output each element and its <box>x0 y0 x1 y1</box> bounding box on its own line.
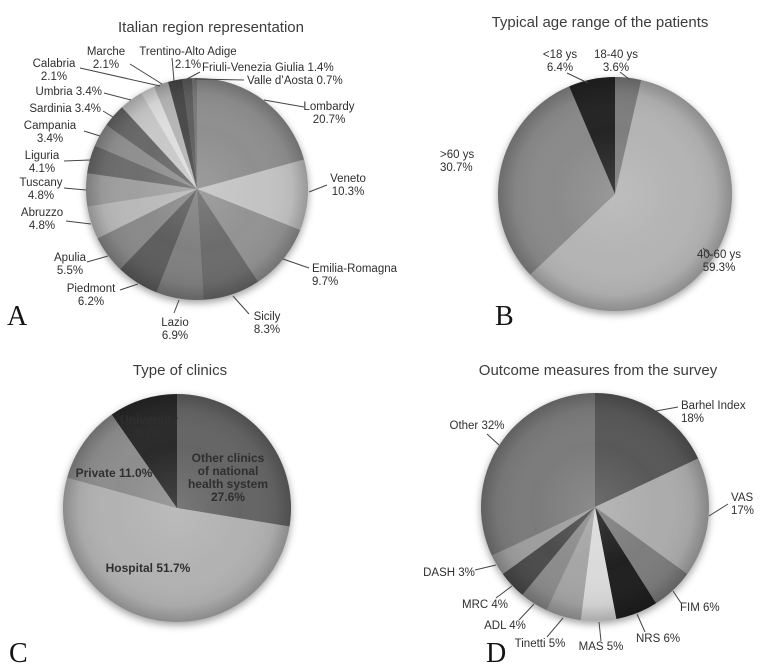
leader-line-piedmont <box>119 283 139 291</box>
leader-line-barhel-index <box>655 406 679 412</box>
leader-line-abruzzo <box>65 220 92 225</box>
pie-chart-type-of-clinics: Type of clinics Other clinics of national… <box>9 362 291 669</box>
leader-line-sicily <box>232 295 250 315</box>
slice-label-other: Other 32% <box>450 420 505 432</box>
leader-line-tinetti <box>546 617 564 638</box>
slice-label-liguria: Liguria 4.1% <box>25 150 60 175</box>
slice-label-lombardy: Lombardy 20.7% <box>303 101 354 126</box>
leader-line-lombardy <box>263 99 305 108</box>
leader-line-marche <box>129 63 163 85</box>
slice-label-emilia-romagna: Emilia-Romagna 9.7% <box>312 263 398 288</box>
leader-line-fim <box>672 590 682 604</box>
slice-label-apulia: Apulia 5.5% <box>54 252 87 277</box>
slice-label-umbria: Umbria 3.4% <box>36 86 102 98</box>
panel-b: Typical age range of the patients 18-40 … <box>383 0 767 335</box>
slice-label-40-60-ys: 40-60 ys 59.3% <box>697 249 741 274</box>
chart-title: Italian region representation <box>118 19 304 36</box>
pie-labels-group: 18-40 ys 3.6% 40-60 ys 59.3% >60 ys 30.7% <18 … <box>440 49 741 274</box>
slice-label-marche: Marche 2.1% <box>87 46 125 71</box>
slice-label-piedmont: Piedmont 6.2% <box>67 283 116 308</box>
slice-label-mas: MAS 5% <box>579 641 624 653</box>
pie-slices-group <box>480 393 710 621</box>
panel-c: Type of clinics Other clinics of national… <box>0 335 383 671</box>
pie-labels-group: Barhel Index 18% VAS 17% FIM 6% NRS 6% MAS 5% T… <box>423 400 754 653</box>
pie-labels-group: Other clinics of national health system 27.… <box>76 413 268 575</box>
leader-line-lazio <box>173 299 180 314</box>
pie-slices-group <box>62 394 291 623</box>
panel-a: Italian region representation Lombardy 20… <box>0 0 398 342</box>
slice-label-calabria: Calabria 2.1% <box>33 58 76 83</box>
leader-line-friuli-venezia-giulia <box>186 71 201 80</box>
leader-line-apulia <box>86 255 109 263</box>
slice-label-campania: Campania 3.4% <box>24 120 77 145</box>
slice-label-mrc: MRC 4% <box>462 599 508 611</box>
pie-sheen-overlay <box>86 78 308 300</box>
slice-label-barhel-index: Barhel Index 18% <box>681 400 746 425</box>
leader-line-adl <box>518 603 535 621</box>
slice-label-18-40-ys: 18-40 ys 3.6% <box>594 49 638 74</box>
chart-title: Typical age range of the patients <box>492 14 709 31</box>
slice-label-dash: DASH 3% <box>423 567 475 579</box>
leader-line-mas <box>598 621 602 642</box>
panel-letter: C <box>9 638 28 669</box>
leader-line-liguria <box>63 159 91 162</box>
slice-label-fim: FIM 6% <box>680 602 720 614</box>
slice-label-sardinia: Sardinia 3.4% <box>29 103 101 115</box>
leader-line-dash <box>474 564 497 571</box>
panel-letter: B <box>495 301 514 332</box>
leader-line-other <box>486 433 500 446</box>
pie-sheen-overlay <box>481 393 709 621</box>
leader-line-40-60-ys <box>702 247 712 257</box>
panel-letter: A <box>7 301 28 332</box>
slice-label-valle-d-aosta: Valle d’Aosta 0.7% <box>247 75 343 87</box>
slice-label-private: Private 11.0% <box>76 466 153 480</box>
leader-line-18-ys <box>566 72 589 84</box>
leader-line-campania <box>83 130 101 137</box>
slice-label-university: University 9.7% <box>120 413 178 440</box>
slice-label-adl: ADL 4% <box>484 620 526 632</box>
slice-label-lazio: Lazio 6.9% <box>161 317 189 342</box>
slice-label-abruzzo: Abruzzo 4.8% <box>21 207 63 232</box>
panel-letter: D <box>486 638 506 669</box>
leader-line-sardinia <box>102 110 114 118</box>
pie-sheen-overlay <box>498 77 732 311</box>
leader-line-trentino-alto-adige <box>171 57 175 82</box>
slice-label-hospital: Hospital 51.7% <box>106 561 191 575</box>
leader-line-mrc <box>495 585 513 599</box>
leader-line-nrs <box>636 613 646 633</box>
pie-chart-italian-region-representation: Italian region representation Lombardy 20… <box>7 19 398 342</box>
leader-line-18-40-ys <box>619 71 630 80</box>
pie-chart-typical-age-range: Typical age range of the patients 18-40 … <box>440 14 741 332</box>
panel-d: Outcome measures from the survey Barhel … <box>383 335 767 671</box>
pie-labels-group: Lombardy 20.7% Veneto 10.3% Emilia-Romagna 9.… <box>19 46 397 342</box>
chart-title: Type of clinics <box>133 362 227 379</box>
pie-sheen-overlay <box>63 394 291 622</box>
leader-line-tuscany <box>63 187 87 191</box>
leader-line-emilia-romagna <box>282 258 310 269</box>
pie-slices-group <box>85 78 309 300</box>
slice-label-vas: VAS 17% <box>731 492 754 517</box>
slice-label-tinetti: Tinetti 5% <box>515 638 566 650</box>
chart-title: Outcome measures from the survey <box>479 362 718 379</box>
leader-line-umbria <box>103 92 132 101</box>
pie-chart-outcome-measures: Outcome measures from the survey Barhel … <box>423 362 754 669</box>
slice-label-veneto: Veneto 10.3% <box>330 173 366 198</box>
slice-label-tuscany: Tuscany 4.8% <box>19 177 62 202</box>
leader-line-veneto <box>308 184 328 193</box>
slice-label-60-ys: >60 ys 30.7% <box>440 149 474 174</box>
pie-slices-group <box>497 77 733 311</box>
slice-label-nrs: NRS 6% <box>636 633 680 645</box>
slice-label-friuli-venezia-giulia: Friuli-Venezia Giulia 1.4% <box>202 62 334 74</box>
slice-label-trentino-alto-adige: Trentino-Alto Adige 2.1% <box>139 46 236 71</box>
slice-label-18-ys: <18 ys 6.4% <box>543 49 577 74</box>
leader-line-calabria <box>79 67 161 87</box>
leader-line-valle-d-aosta <box>194 78 245 81</box>
slice-label-sicily: Sicily 8.3% <box>254 311 281 336</box>
leader-line-vas <box>708 503 729 517</box>
slice-label-other-clinics-of-national-health-system: Other clinics of national health system 27.… <box>188 451 268 504</box>
